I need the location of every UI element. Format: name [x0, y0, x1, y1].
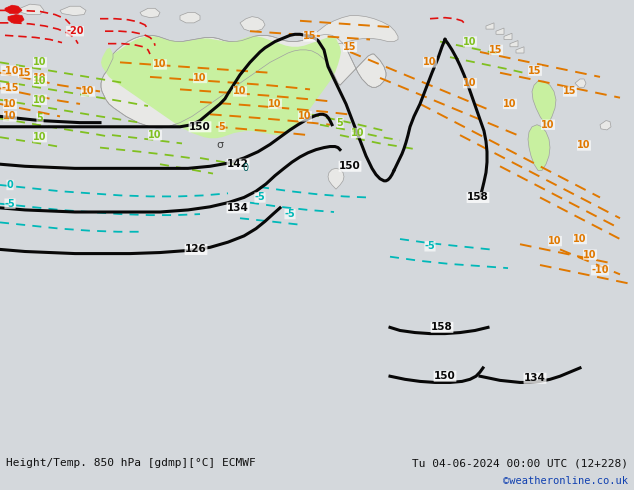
Text: 10: 10	[298, 111, 312, 122]
Text: 10: 10	[424, 57, 437, 67]
Text: Height/Temp. 850 hPa [gdmp][°C] ECMWF: Height/Temp. 850 hPa [gdmp][°C] ECMWF	[6, 458, 256, 468]
Text: -10: -10	[592, 265, 609, 275]
Text: 10: 10	[548, 236, 562, 246]
Polygon shape	[60, 6, 86, 16]
Text: 126: 126	[185, 245, 207, 254]
Polygon shape	[528, 125, 550, 171]
Polygon shape	[310, 16, 398, 44]
Text: 5: 5	[337, 118, 344, 127]
Text: 10: 10	[583, 249, 597, 260]
Polygon shape	[510, 41, 518, 47]
Text: 10: 10	[268, 99, 281, 109]
Text: 10: 10	[463, 78, 477, 88]
Text: 0: 0	[242, 163, 248, 173]
Polygon shape	[496, 28, 504, 34]
Text: 10: 10	[577, 141, 591, 150]
Text: σ: σ	[216, 141, 224, 150]
Polygon shape	[5, 5, 22, 14]
Text: 134: 134	[524, 373, 546, 383]
Text: 5: 5	[37, 114, 43, 123]
Text: 10: 10	[351, 128, 365, 138]
Polygon shape	[575, 79, 586, 87]
Text: 10: 10	[81, 86, 94, 97]
Text: Tu 04-06-2024 00:00 UTC (12+228): Tu 04-06-2024 00:00 UTC (12+228)	[411, 458, 628, 468]
Polygon shape	[101, 36, 341, 138]
Text: 10: 10	[3, 99, 16, 109]
Text: 10: 10	[573, 234, 586, 244]
Text: 10: 10	[33, 95, 47, 105]
Polygon shape	[140, 8, 160, 18]
Text: 10: 10	[541, 120, 555, 130]
Text: 15: 15	[563, 86, 577, 97]
Text: -5: -5	[285, 209, 295, 219]
Text: 10: 10	[3, 111, 16, 122]
Text: 15: 15	[489, 45, 503, 55]
Text: 10: 10	[153, 59, 167, 70]
Text: 150: 150	[339, 161, 361, 172]
Text: 10: 10	[33, 73, 47, 83]
Text: 0: 0	[6, 180, 13, 190]
Text: -20: -20	[66, 26, 84, 36]
Text: -5: -5	[4, 198, 15, 209]
Polygon shape	[240, 17, 265, 31]
Text: 15: 15	[18, 68, 32, 78]
Text: 10: 10	[193, 73, 207, 83]
Polygon shape	[486, 23, 494, 29]
Text: 10: 10	[33, 76, 47, 86]
Polygon shape	[8, 15, 24, 23]
Text: -5: -5	[425, 241, 436, 251]
Text: 134: 134	[227, 203, 249, 213]
Polygon shape	[532, 81, 556, 125]
Polygon shape	[600, 121, 611, 130]
Text: 10: 10	[33, 57, 47, 67]
Text: 15: 15	[343, 42, 357, 52]
Text: 10: 10	[233, 86, 247, 97]
Text: 10: 10	[463, 37, 477, 47]
Polygon shape	[504, 33, 512, 40]
Text: -10: -10	[1, 66, 19, 75]
Text: 10: 10	[33, 132, 47, 142]
Text: -15: -15	[1, 83, 19, 93]
Text: 15: 15	[528, 66, 541, 75]
Text: 150: 150	[189, 122, 211, 132]
Text: ©weatheronline.co.uk: ©weatheronline.co.uk	[503, 476, 628, 487]
Polygon shape	[516, 47, 524, 53]
Text: 5: 5	[219, 122, 225, 132]
Text: 142: 142	[227, 159, 249, 169]
Text: 10: 10	[148, 130, 162, 140]
Polygon shape	[328, 169, 344, 189]
Polygon shape	[180, 12, 200, 23]
Text: 158: 158	[467, 193, 489, 202]
Polygon shape	[18, 4, 44, 15]
Text: 150: 150	[434, 371, 456, 381]
Text: 10: 10	[503, 99, 517, 109]
Text: 15: 15	[303, 31, 317, 41]
Text: -5: -5	[255, 193, 266, 202]
Polygon shape	[101, 34, 386, 128]
Text: 158: 158	[431, 322, 453, 332]
